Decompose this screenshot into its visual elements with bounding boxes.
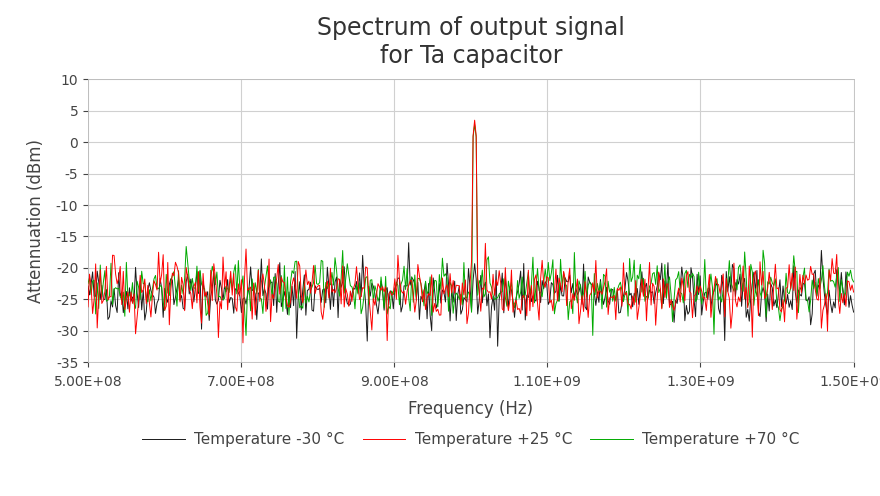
Line: Temperature -30 °C: Temperature -30 °C [88,243,854,346]
Temperature +70 °C [451,290,461,296]
Temperature +25 °C [848,289,859,295]
Temperature +70 °C [833,264,844,270]
Temperature -30 °C [714,306,724,311]
Temperature +70 °C [446,283,457,289]
Temperature -30 °C [541,281,552,287]
Temperature -30 °C [500,274,510,280]
Temperature +25 °C [448,278,458,284]
Legend: Temperature -30 °C, Temperature +25 °C, Temperature +70 °C: Temperature -30 °C, Temperature +25 °C, … [136,426,806,453]
Temperature -30 °C [848,309,859,315]
Temperature +70 °C [540,266,551,272]
Temperature +70 °C [83,281,93,287]
Temperature +70 °C [498,276,509,282]
Temperature -30 °C [493,343,503,349]
Line: Temperature +70 °C: Temperature +70 °C [88,124,854,335]
Temperature +70 °C [469,122,480,127]
Temperature +25 °C [500,265,510,271]
Temperature +25 °C [469,117,480,123]
Temperature +25 °C [714,282,724,288]
Temperature +70 °C [848,279,859,285]
Temperature -30 °C [448,299,458,305]
Temperature +25 °C [238,340,248,346]
Line: Temperature +25 °C: Temperature +25 °C [88,120,854,343]
Temperature +25 °C [452,282,463,288]
Temperature -30 °C [403,240,414,246]
Temperature +25 °C [833,296,844,302]
Temperature +70 °C [714,297,724,303]
Temperature +25 °C [83,304,93,310]
X-axis label: Frequency (Hz): Frequency (Hz) [408,400,533,419]
Title: Spectrum of output signal
for Ta capacitor: Spectrum of output signal for Ta capacit… [317,16,625,67]
Temperature -30 °C [452,292,463,298]
Temperature -30 °C [83,283,93,289]
Y-axis label: Attennuation (dBm): Attennuation (dBm) [26,139,45,303]
Temperature -30 °C [833,278,844,284]
Temperature +70 °C [588,332,598,338]
Temperature +25 °C [541,274,552,280]
